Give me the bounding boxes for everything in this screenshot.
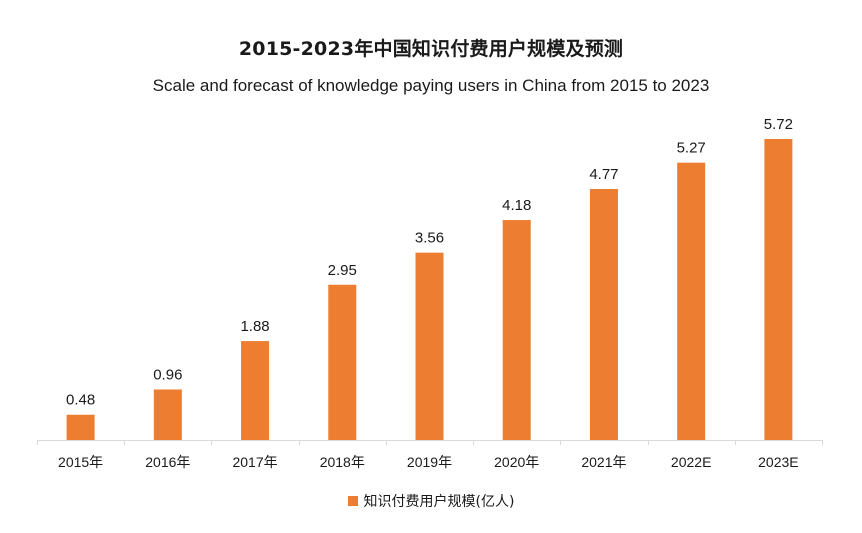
data-label: 0.48: [66, 392, 95, 409]
data-label: 2.95: [328, 262, 357, 279]
chart-subtitle: Scale and forecast of knowledge paying u…: [152, 76, 710, 95]
bar: [241, 341, 270, 440]
x-tick-label: 2022E: [671, 454, 711, 470]
data-label: 4.18: [502, 197, 531, 214]
bar: [153, 389, 182, 440]
legend-label: 知识付费用户规模(亿人): [363, 494, 515, 510]
chart-title: 2015-2023年中国知识付费用户规模及预测: [238, 38, 624, 60]
data-label: 5.72: [764, 116, 793, 133]
bar: [66, 414, 95, 440]
x-tick-label: 2020年: [494, 454, 539, 470]
legend-swatch: [347, 496, 358, 506]
x-tick-label: 2023E: [758, 454, 798, 470]
legend: 知识付费用户规模(亿人): [0, 491, 862, 511]
bar: [677, 162, 706, 441]
bar: [328, 284, 357, 440]
x-tick-label: 2017年: [232, 454, 277, 470]
x-tick-label: 2016年: [145, 454, 190, 470]
bar: [415, 252, 444, 440]
x-tick-label: 2015年: [58, 454, 103, 470]
x-tick-label: 2019年: [407, 454, 452, 470]
bar: [589, 188, 618, 440]
data-label: 1.88: [240, 318, 269, 335]
data-label: 4.77: [589, 166, 618, 183]
data-label: 0.96: [153, 366, 182, 383]
data-label: 5.27: [677, 140, 706, 157]
x-tick-label: 2018年: [320, 454, 365, 470]
x-tick-label: 2021年: [581, 454, 626, 470]
bar: [502, 220, 531, 440]
data-label: 3.56: [415, 230, 444, 247]
bar: [764, 139, 793, 440]
